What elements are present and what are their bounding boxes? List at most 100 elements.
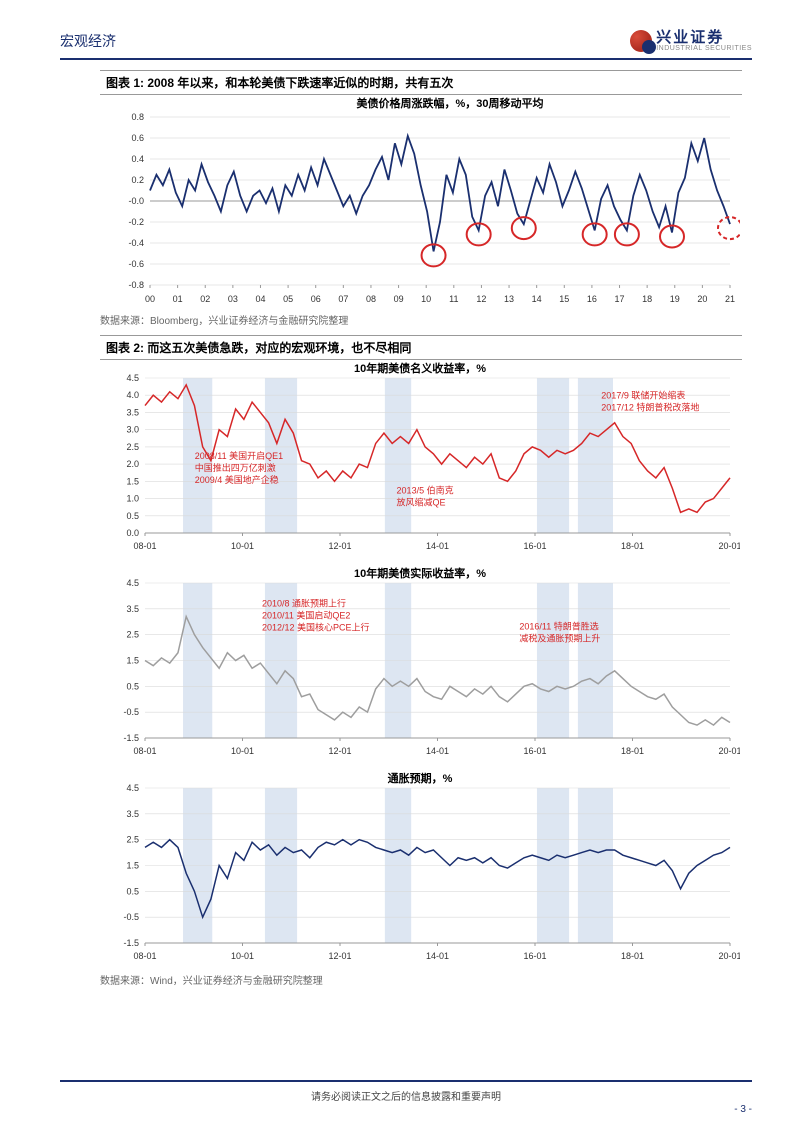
svg-text:2016/11 特朗普胜选: 2016/11 特朗普胜选: [519, 621, 598, 632]
svg-text:09: 09: [394, 294, 404, 304]
footer-disclaimer: 请务必阅读正文之后的信息披露和重要声明: [311, 1092, 501, 1103]
svg-text:0.5: 0.5: [126, 511, 139, 521]
svg-text:16-01: 16-01: [523, 951, 546, 961]
svg-text:12-01: 12-01: [328, 951, 351, 961]
svg-text:2012/12 美国核心PCE上行: 2012/12 美国核心PCE上行: [262, 621, 370, 632]
svg-text:10年期美债实际收益率，%: 10年期美债实际收益率，%: [354, 566, 486, 580]
svg-text:20-01: 20-01: [718, 746, 740, 756]
svg-text:2010/11 美国启动QE2: 2010/11 美国启动QE2: [262, 609, 350, 620]
brand-en: INDUSTRIAL SECURITIES: [656, 45, 752, 52]
svg-text:21: 21: [725, 294, 735, 304]
svg-text:17: 17: [615, 294, 625, 304]
svg-text:06: 06: [311, 294, 321, 304]
svg-text:放风缩减QE: 放风缩减QE: [397, 496, 446, 507]
svg-text:减税及通胀预期上升: 减税及通胀预期上升: [519, 633, 600, 644]
svg-text:1.5: 1.5: [126, 861, 139, 871]
svg-text:2008/11 美国开启QE1: 2008/11 美国开启QE1: [195, 450, 283, 461]
svg-text:10: 10: [421, 294, 431, 304]
svg-text:07: 07: [338, 294, 348, 304]
svg-text:0.5: 0.5: [126, 681, 139, 691]
svg-text:12: 12: [476, 294, 486, 304]
svg-text:-1.5: -1.5: [123, 938, 139, 948]
page-number: - 3 -: [734, 1104, 752, 1115]
svg-text:3.0: 3.0: [126, 425, 139, 435]
svg-text:1.5: 1.5: [126, 656, 139, 666]
svg-text:-0.6: -0.6: [128, 259, 144, 269]
svg-text:2013/5 伯南克: 2013/5 伯南克: [397, 484, 454, 495]
svg-text:0.0: 0.0: [126, 528, 139, 538]
svg-text:美债价格周涨跌幅，%，30周移动平均: 美债价格周涨跌幅，%，30周移动平均: [356, 96, 543, 110]
svg-text:10-01: 10-01: [231, 951, 254, 961]
svg-text:3.5: 3.5: [126, 407, 139, 417]
svg-text:中国推出四万亿刺激: 中国推出四万亿刺激: [195, 462, 276, 473]
svg-text:0.5: 0.5: [126, 886, 139, 896]
svg-text:3.5: 3.5: [126, 809, 139, 819]
chart2-source: 数据来源：Wind，兴业证券经济与金融研究院整理: [100, 972, 742, 987]
svg-text:2.5: 2.5: [126, 442, 139, 452]
svg-text:2.5: 2.5: [126, 835, 139, 845]
svg-text:18: 18: [642, 294, 652, 304]
svg-text:20-01: 20-01: [718, 541, 740, 551]
svg-text:10-01: 10-01: [231, 746, 254, 756]
svg-text:-0.0: -0.0: [128, 196, 144, 206]
svg-text:13: 13: [504, 294, 514, 304]
chart1-source: 数据来源：Bloomberg，兴业证券经济与金融研究院整理: [100, 312, 742, 327]
chart2: 10年期美债名义收益率，% 0.0 0.5 1.0 1.5 2.0 2.5 3.0 3.5 4.0…: [100, 360, 740, 970]
chart1: 美债价格周涨跌幅，%，30周移动平均-0.8-0.6-0.4-0.2-0.00.…: [100, 95, 740, 310]
svg-text:08-01: 08-01: [133, 951, 156, 961]
svg-text:16-01: 16-01: [523, 746, 546, 756]
svg-text:-0.5: -0.5: [123, 707, 139, 717]
svg-text:-1.5: -1.5: [123, 733, 139, 743]
svg-text:12-01: 12-01: [328, 541, 351, 551]
logo-icon: [630, 30, 652, 52]
svg-text:-0.2: -0.2: [128, 217, 144, 227]
svg-text:14-01: 14-01: [426, 951, 449, 961]
section-label: 宏观经济: [60, 31, 116, 51]
svg-text:0.2: 0.2: [131, 175, 144, 185]
svg-text:-0.8: -0.8: [128, 280, 144, 290]
svg-text:0.8: 0.8: [131, 112, 144, 122]
svg-text:2017/12 特朗普税改落地: 2017/12 特朗普税改落地: [601, 402, 699, 413]
svg-text:11: 11: [449, 294, 458, 304]
svg-text:14-01: 14-01: [426, 746, 449, 756]
svg-text:1.0: 1.0: [126, 494, 139, 504]
svg-text:04: 04: [255, 294, 265, 304]
svg-text:0.6: 0.6: [131, 133, 144, 143]
svg-text:02: 02: [200, 294, 210, 304]
svg-text:4.0: 4.0: [126, 390, 139, 400]
svg-text:08-01: 08-01: [133, 541, 156, 551]
svg-text:通胀预期，%: 通胀预期，%: [388, 771, 453, 785]
svg-text:20: 20: [697, 294, 707, 304]
svg-text:08-01: 08-01: [133, 746, 156, 756]
chart1-title: 图表 1: 2008 年以来，和本轮美债下跌速率近似的时期，共有五次: [100, 70, 742, 95]
svg-text:2009/4 美国地产企稳: 2009/4 美国地产企稳: [195, 474, 279, 485]
svg-text:4.5: 4.5: [126, 373, 139, 383]
svg-text:05: 05: [283, 294, 293, 304]
svg-text:16: 16: [587, 294, 597, 304]
svg-text:00: 00: [145, 294, 155, 304]
svg-text:-0.5: -0.5: [123, 912, 139, 922]
svg-text:08: 08: [366, 294, 376, 304]
svg-text:14-01: 14-01: [426, 541, 449, 551]
svg-text:18-01: 18-01: [621, 541, 644, 551]
svg-text:18-01: 18-01: [621, 951, 644, 961]
svg-text:2.5: 2.5: [126, 630, 139, 640]
chart2-title: 图表 2: 而这五次美债急跌，对应的宏观环境，也不尽相同: [100, 335, 742, 360]
svg-text:03: 03: [228, 294, 238, 304]
svg-text:3.5: 3.5: [126, 604, 139, 614]
svg-text:20-01: 20-01: [718, 951, 740, 961]
svg-text:4.5: 4.5: [126, 783, 139, 793]
brand-logo: 兴业证券 INDUSTRIAL SECURITIES: [630, 30, 752, 52]
brand-cn: 兴业证券: [656, 30, 752, 45]
svg-text:10-01: 10-01: [231, 541, 254, 551]
svg-text:4.5: 4.5: [126, 578, 139, 588]
svg-text:2017/9 联储开始缩表: 2017/9 联储开始缩表: [601, 390, 685, 401]
svg-text:16-01: 16-01: [523, 541, 546, 551]
svg-text:01: 01: [173, 294, 183, 304]
svg-text:0.4: 0.4: [131, 154, 144, 164]
page-header: 宏观经济 兴业证券 INDUSTRIAL SECURITIES: [60, 30, 752, 60]
svg-text:19: 19: [670, 294, 680, 304]
svg-text:2.0: 2.0: [126, 459, 139, 469]
svg-text:10年期美债名义收益率，%: 10年期美债名义收益率，%: [354, 361, 486, 375]
svg-text:14: 14: [532, 294, 542, 304]
